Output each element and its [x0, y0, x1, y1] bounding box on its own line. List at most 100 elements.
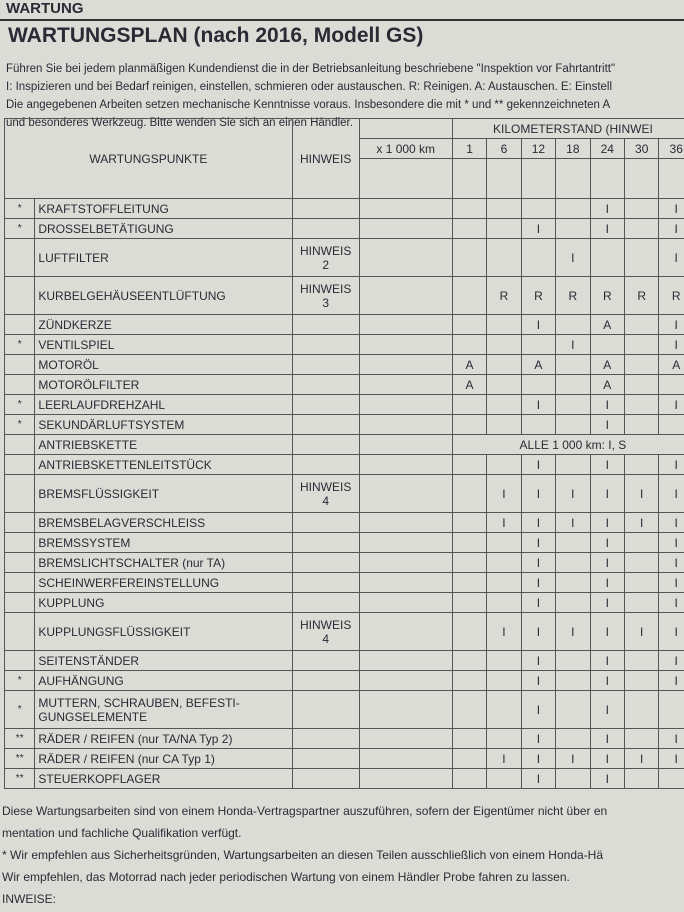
km-label: 36 — [658, 138, 684, 159]
row-unit — [358, 394, 453, 415]
row-cell — [486, 592, 522, 613]
row-cell: I — [486, 748, 522, 769]
table-row: BREMSSYSTEM I I I — [3, 532, 684, 553]
row-item: KUPPLUNGSFLÜSSIGKEIT — [34, 612, 293, 651]
row-cell: I — [658, 532, 684, 553]
row-item: BREMSFLÜSSIGKEIT — [34, 474, 293, 513]
row-note — [291, 314, 360, 335]
row-cell: I — [555, 512, 591, 533]
row-cell: I — [520, 314, 557, 335]
row-note — [291, 374, 360, 395]
row-cell: I — [486, 512, 522, 533]
row-cell — [623, 532, 660, 553]
row-cell: I — [658, 314, 684, 335]
table-row: * LEERLAUFDREHZAHL I I I — [3, 394, 684, 415]
table-row: BREMSBELAGVERSCHLEISS I I I I I I — [3, 512, 684, 533]
row-unit — [358, 314, 453, 335]
row-unit — [358, 532, 453, 553]
row-item: AUFHÄNGUNG — [34, 670, 293, 691]
row-cell: I — [589, 198, 626, 219]
row-cell: I — [520, 572, 557, 593]
row-mark — [3, 650, 36, 671]
row-cell — [451, 748, 488, 769]
row-cell — [451, 728, 488, 749]
row-note — [291, 512, 360, 533]
row-note: HINWEIS 3 — [291, 276, 360, 315]
row-cell — [555, 690, 591, 729]
row-cell — [486, 670, 522, 691]
row-cell: A — [589, 374, 626, 395]
row-cell — [486, 690, 522, 729]
row-cell — [520, 414, 557, 435]
row-cell: I — [589, 532, 626, 553]
row-note — [291, 650, 360, 671]
row-mark: * — [3, 394, 36, 415]
table-row: * MUTTERN, SCHRAUBEN, BEFESTI-GUNGSELEMEN… — [3, 690, 684, 729]
row-cell: R — [555, 276, 591, 315]
row-unit — [358, 768, 453, 789]
row-cell: I — [520, 728, 557, 749]
row-note: HINWEIS 4 — [291, 474, 360, 513]
header-note: HINWEIS — [291, 118, 360, 199]
row-cell — [658, 768, 684, 789]
row-cell — [555, 650, 591, 671]
row-cell — [486, 572, 522, 593]
row-note — [291, 728, 360, 749]
row-cell: I — [589, 670, 626, 691]
row-unit — [358, 650, 453, 671]
row-item: LUFTFILTER — [34, 238, 293, 277]
row-cell: R — [623, 276, 660, 315]
header-cell — [451, 158, 488, 199]
row-cell: I — [658, 512, 684, 533]
row-mark: ** — [3, 768, 36, 789]
row-item: ANTRIEBSKETTE — [34, 434, 293, 455]
row-cell: R — [589, 276, 626, 315]
row-cell — [486, 374, 522, 395]
row-cell — [623, 198, 660, 219]
row-cell — [520, 198, 557, 219]
row-cell — [555, 198, 591, 219]
table-row: ANTRIEBSKETTE ALLE 1 000 km: I, S — [3, 434, 684, 455]
row-cell: I — [589, 454, 626, 475]
row-note — [291, 354, 360, 375]
row-cell: I — [589, 218, 626, 239]
row-note — [291, 434, 360, 455]
row-unit — [358, 728, 453, 749]
row-cell: I — [589, 690, 626, 729]
row-cell — [623, 768, 660, 789]
row-cell — [623, 454, 660, 475]
row-cell — [623, 592, 660, 613]
section-label: WARTUNG — [6, 0, 84, 17]
row-cell — [520, 334, 557, 355]
row-cell — [451, 474, 488, 513]
row-cell: I — [520, 512, 557, 533]
row-cell — [486, 552, 522, 573]
rule — [0, 19, 684, 21]
note-line: * Wir empfehlen aus Sicherheitsgründen, … — [2, 848, 603, 862]
row-cell: I — [520, 650, 557, 671]
row-cell — [623, 238, 660, 277]
row-cell: I — [520, 768, 557, 789]
row-cell: I — [658, 612, 684, 651]
row-cell — [486, 334, 522, 355]
table-row: SEITENSTÄNDER I I I — [3, 650, 684, 671]
row-cell — [589, 238, 626, 277]
row-mark — [3, 512, 36, 533]
row-mark: * — [3, 414, 36, 435]
row-cell — [555, 394, 591, 415]
table-row: LUFTFILTER HINWEIS 2 I I — [3, 238, 684, 277]
row-cell — [486, 650, 522, 671]
row-cell: I — [555, 238, 591, 277]
row-cell: A — [451, 354, 488, 375]
row-item: LEERLAUFDREHZAHL — [34, 394, 293, 415]
row-note — [291, 748, 360, 769]
row-unit — [358, 276, 453, 315]
row-cell: I — [589, 748, 626, 769]
row-cell — [451, 276, 488, 315]
row-cell — [520, 374, 557, 395]
row-cell — [451, 650, 488, 671]
table-row: SCHEINWERFEREINSTELLUNG I I I — [3, 572, 684, 593]
row-cell — [486, 728, 522, 749]
row-cell — [451, 218, 488, 239]
